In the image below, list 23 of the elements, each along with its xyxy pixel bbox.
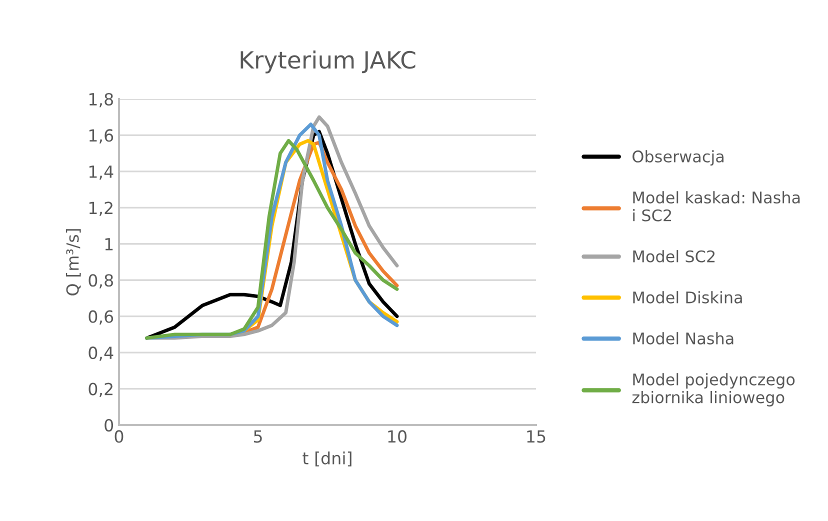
x-axis-title: t [dni] xyxy=(302,452,352,466)
legend-label: Model kaskad: Nasha i SC2 xyxy=(633,191,800,222)
legend-label: Model pojedynczego zbiornika liniowego xyxy=(632,373,795,406)
y-tick-label: 1,4 xyxy=(89,166,114,180)
y-tick-label: 0,8 xyxy=(88,274,113,288)
y-tick-label: 1,6 xyxy=(89,129,114,144)
x-tick-label: 15 xyxy=(527,430,546,443)
legend-label: Model SC2 xyxy=(633,250,715,262)
y-axis-title: Q [m³/s] xyxy=(66,229,81,296)
chart-title: Kryterium JAKC xyxy=(240,50,416,74)
y-tick-label: 0,6 xyxy=(88,310,114,325)
y-tick-label: 1 xyxy=(105,238,113,250)
legend-label: Obserwacja xyxy=(632,150,724,166)
y-tick-label: 0,2 xyxy=(88,382,112,398)
x-tick-label: 10 xyxy=(388,430,406,443)
y-tick-label: 1,8 xyxy=(89,92,113,108)
y-tick-label: 0,4 xyxy=(88,346,114,361)
legend-label: Model Nasha xyxy=(633,332,734,344)
x-tick-label: 5 xyxy=(254,430,262,443)
x-tick-label: 0 xyxy=(114,430,124,443)
y-tick-label: 0 xyxy=(104,418,114,432)
legend-label: Model Diskina xyxy=(633,291,742,304)
y-tick-label: 1,2 xyxy=(89,202,112,216)
